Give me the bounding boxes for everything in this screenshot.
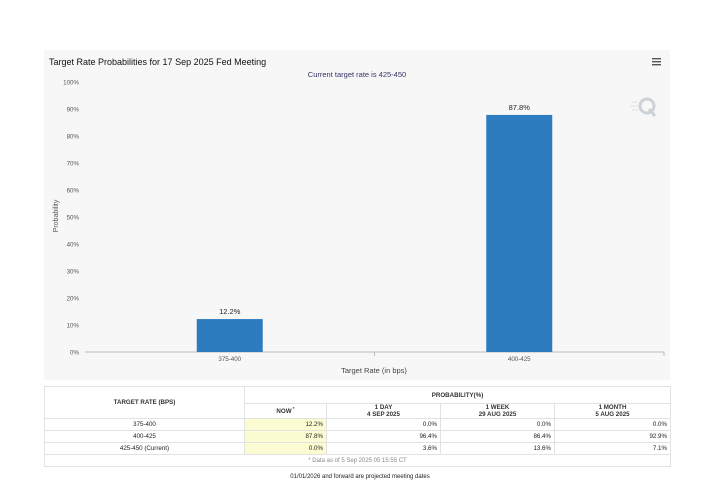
y-tick-label: 100% [63,80,79,87]
probability-table-panel: TARGET RATE (BPS) PROBABILITY(%) NOW * 1 … [44,386,671,467]
y-tick-label: 50% [67,215,80,222]
probability-cell: 0.0% [326,418,441,431]
y-axis: 0% 10% 20% 30% 40% 50% 60% 70% 80% 90% 100% [63,80,79,357]
y-axis-title: Probability [53,199,60,232]
y-tick-label: 70% [67,161,80,168]
footnote: 01/01/2026 and forward are projected mee… [290,474,430,480]
bar[interactable] [196,319,263,352]
bar-data-label: 12.2% [219,307,241,316]
column-header: 1 WEEK 29 AUG 2025 [440,403,555,419]
now-probability-cell: 12.2% [244,418,327,431]
column-header: 1 DAY 4 SEP 2025 [326,403,441,419]
x-axis: 375-400 400-425 [85,351,665,363]
column-header: 1 MONTH 5 AUG 2025 [554,403,671,419]
probability-cell: 3.6% [326,442,441,455]
column-header-date: 29 AUG 2025 [478,411,517,418]
header-probability: PROBABILITY(%) [244,386,671,404]
chart-panel: Target Rate Probabilities for 17 Sep 202… [44,50,670,380]
x-tick-label: 375-400 [218,356,241,363]
table-body: 375-400 12.2% 0.0% 0.0% 0.0% 400-425 87.8% 96.4… [44,418,671,455]
rate-cell: 375-400 [44,418,245,431]
now-probability-cell: 87.8% [244,430,327,443]
probability-cell: 0.0% [440,418,555,431]
header-target-rate: TARGET RATE (BPS) [44,386,245,419]
now-probability-cell: 0.0% [244,442,327,455]
y-tick-label: 80% [67,134,80,141]
hamburger-icon[interactable] [652,58,661,66]
bar-data-label: 87.8% [509,103,531,112]
probability-cell: 7.1% [554,442,671,455]
probability-cell: 86.4% [440,430,555,443]
column-header-date: 4 SEP 2025 [367,411,400,418]
data-note: * Data as of 5 Sep 2025 05:15:55 CT [44,454,671,467]
y-tick-label: 40% [67,242,80,249]
column-header-mark: * [291,406,295,412]
y-tick-label: 90% [67,107,80,114]
q-logo-icon [630,97,657,117]
column-header: NOW * [244,403,327,419]
bar-chart: Target Rate Probabilities for 17 Sep 202… [49,57,665,375]
column-header-date: 5 AUG 2025 [595,411,630,418]
chart-subtitle: Current target rate is 425-450 [308,70,406,79]
table-row: 400-425 87.8% 96.4% 86.4% 92.9% [44,430,671,443]
y-tick-label: 60% [67,188,80,195]
bars [196,114,553,352]
probability-cell: 92.9% [554,430,671,443]
rate-cell: 425-450 (Current) [44,442,245,455]
probability-table: TARGET RATE (BPS) PROBABILITY(%) NOW * 1 … [44,386,671,467]
column-header-title: 1 MONTH [598,404,627,411]
probability-cell: 13.6% [440,442,555,455]
y-tick-label: 30% [67,269,80,276]
column-header-title: 1 WEEK [485,404,510,411]
y-tick-label: 10% [67,323,80,330]
y-tick-label: 0% [70,350,79,357]
column-header-title: NOW [276,408,292,416]
table-row: 375-400 12.2% 0.0% 0.0% 0.0% [44,418,671,431]
probability-cell: 96.4% [326,430,441,443]
sub-header-row: NOW * 1 DAY 4 SEP 2025 1 WEEK 29 AUG 2025 1 M… [45,403,671,419]
x-tick-label: 400-425 [508,356,531,363]
chart-title: Target Rate Probabilities for 17 Sep 202… [49,57,266,67]
rate-cell: 400-425 [44,430,245,443]
column-header-title: 1 DAY [374,404,393,411]
y-tick-label: 20% [67,296,80,303]
data-labels: 12.2% 87.8% [219,103,530,316]
bar[interactable] [486,114,553,352]
probability-cell: 0.0% [554,418,671,431]
table-row: 425-450 (Current) 0.0% 3.6% 13.6% 7.1% [44,442,671,455]
x-axis-title: Target Rate (in bps) [341,366,407,375]
